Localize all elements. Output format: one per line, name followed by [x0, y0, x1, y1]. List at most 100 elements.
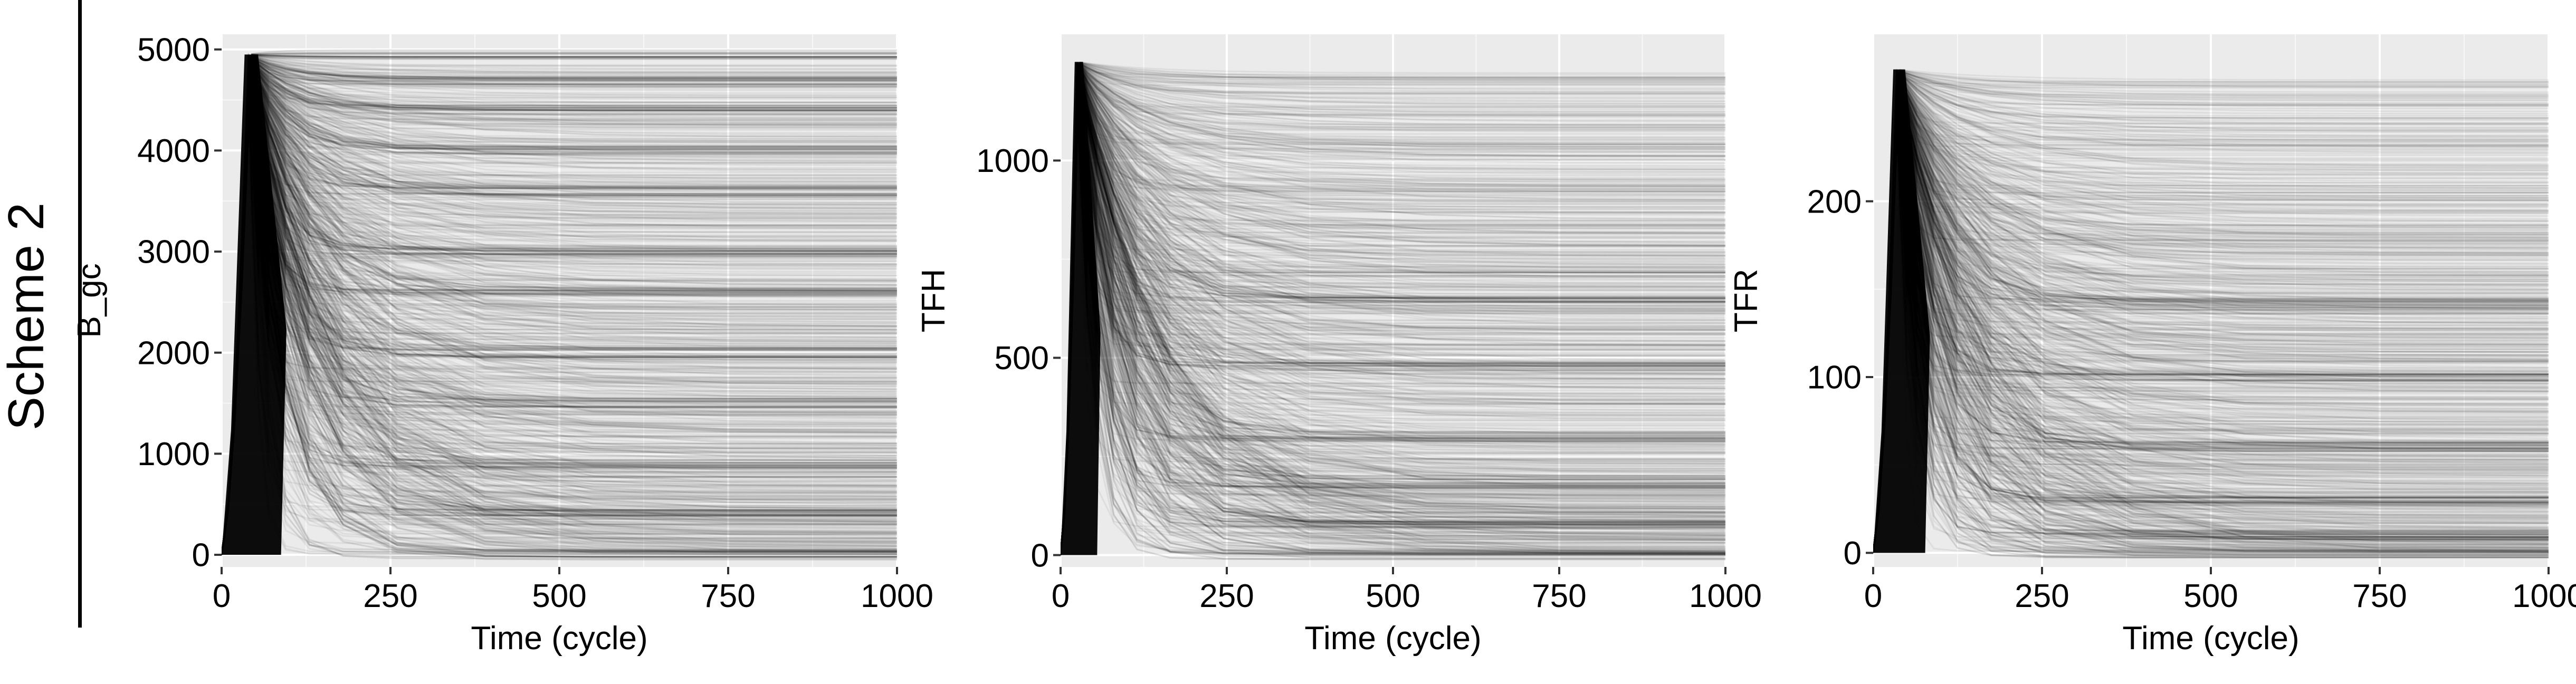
trajectory-line [1061, 68, 1725, 555]
trajectory-line [1061, 98, 1725, 555]
trajectory-line [222, 66, 897, 555]
trajectory-line [1061, 63, 1725, 555]
trajectory-line [222, 110, 897, 555]
trajectory-line [222, 91, 897, 555]
trajectory-line [222, 66, 897, 555]
trajectory-line [222, 88, 897, 555]
trajectory-lines [222, 49, 897, 561]
x-tick-label: 500 [2183, 578, 2238, 614]
trajectory-line [222, 77, 897, 555]
trajectory-line [222, 103, 897, 555]
trajectory-line [222, 61, 897, 555]
trajectory-line [1061, 85, 1725, 555]
trajectory-line [1061, 62, 1725, 555]
trajectory-line [222, 71, 897, 555]
trajectory-line [222, 66, 897, 555]
trajectory-line [222, 81, 897, 555]
trajectory-line [222, 75, 897, 555]
trajectory-line [222, 81, 897, 555]
trajectory-line [222, 69, 897, 555]
trajectory-line [222, 55, 897, 555]
trajectory-line [222, 56, 897, 555]
trajectory-line [222, 58, 897, 555]
trajectory-line [222, 74, 897, 555]
trajectory-line [222, 62, 897, 555]
trajectory-line [1061, 90, 1725, 555]
trajectory-line [222, 73, 897, 555]
trajectory-line [222, 126, 897, 555]
trajectory-line [222, 75, 897, 555]
trajectory-line [222, 65, 897, 555]
trajectory-line [1061, 86, 1725, 555]
trajectory-line [222, 63, 897, 555]
trajectory-line [1061, 68, 1725, 555]
trajectory-line [222, 84, 897, 555]
trajectory-line [222, 65, 897, 555]
trajectory-line [222, 60, 897, 555]
trajectory-line [1061, 85, 1725, 555]
trajectory-line [222, 62, 897, 557]
trajectory-line [222, 65, 897, 555]
trajectory-line [222, 63, 897, 555]
trajectory-line [222, 54, 897, 555]
trajectory-line [222, 73, 897, 555]
trajectory-line [1061, 77, 1725, 555]
trajectory-line [222, 88, 897, 555]
trajectory-line [1061, 66, 1725, 555]
trajectory-line [222, 66, 897, 555]
trajectory-line [1061, 63, 1725, 555]
trajectory-line [222, 124, 897, 555]
trajectory-line [222, 71, 897, 555]
trajectory-line [222, 83, 897, 555]
trajectory-line [1061, 87, 1725, 555]
trajectory-line [222, 65, 897, 555]
trajectory-line [1061, 79, 1725, 555]
trajectory-line [1061, 63, 1725, 555]
trajectory-line [1061, 66, 1725, 555]
trajectory-line [222, 74, 897, 555]
trajectory-line [222, 57, 897, 555]
trajectory-line [222, 64, 897, 555]
trajectory-line [222, 101, 897, 558]
trajectory-line [222, 106, 897, 555]
trajectory-line [222, 62, 897, 555]
trajectory-line [222, 56, 897, 555]
trajectory-line [222, 58, 897, 555]
trajectory-line [222, 71, 897, 555]
trajectory-line [1061, 72, 1725, 555]
trajectory-line [222, 64, 897, 555]
trajectory-line [222, 71, 897, 555]
trajectory-line [1061, 72, 1725, 555]
trajectory-line [1061, 85, 1725, 555]
trajectory-line [222, 101, 897, 555]
trajectory-line [1061, 65, 1725, 555]
trajectory-line [1061, 109, 1725, 555]
y-tick-label: 0 [1844, 535, 1862, 572]
trajectory-line [222, 75, 897, 555]
trajectory-line [222, 59, 897, 555]
trajectory-line [222, 73, 897, 555]
trajectory-line [222, 80, 897, 555]
trajectory-line [222, 61, 897, 555]
trajectory-line [222, 70, 897, 555]
trajectory-line [222, 61, 897, 555]
trajectory-line [1061, 63, 1725, 555]
trajectory-line [222, 65, 897, 555]
trajectory-line [222, 56, 897, 555]
trajectory-line [222, 73, 897, 555]
trajectory-line [222, 71, 897, 555]
trajectory-line [222, 100, 897, 555]
trajectory-line [222, 58, 897, 555]
trajectory-line [222, 69, 897, 555]
trajectory-line [222, 88, 897, 555]
trajectory-line [222, 70, 897, 555]
trajectory-line [222, 71, 897, 555]
trajectory-line [222, 55, 897, 555]
trajectory-line [222, 54, 897, 555]
trajectory-line [222, 84, 897, 555]
trajectory-line [222, 64, 897, 555]
trajectory-line [222, 56, 897, 555]
trajectory-line [222, 85, 897, 555]
trajectory-line [222, 61, 897, 555]
trajectory-line [1061, 75, 1725, 555]
